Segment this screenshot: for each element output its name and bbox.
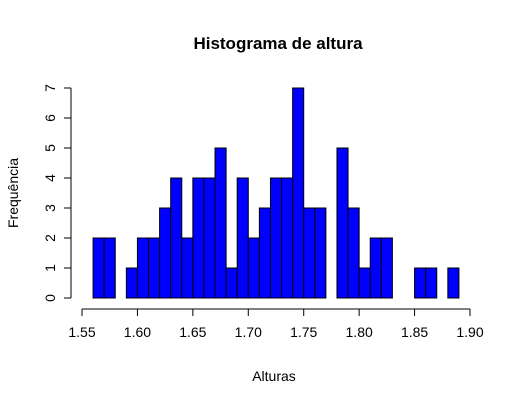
histogram-bar: [203, 177, 216, 299]
y-tick-label: 2: [42, 234, 58, 242]
histogram-bar: [258, 207, 271, 299]
histogram-bar: [192, 177, 205, 299]
y-tick-label: 4: [42, 174, 58, 182]
x-tick-label: 1.80: [346, 324, 373, 340]
histogram-bar: [170, 177, 183, 299]
histogram-bar: [247, 237, 260, 299]
histogram-bar: [125, 267, 138, 299]
y-tick-label: 6: [42, 114, 58, 122]
histogram-bar: [347, 207, 360, 299]
y-tick-label: 7: [42, 84, 58, 92]
x-tick-label: 1.65: [179, 324, 206, 340]
x-axis-label: Alturas: [252, 368, 296, 384]
histogram-bar: [136, 237, 150, 299]
y-ticks-group: 0 1 2 3 4 5 6 7: [42, 84, 71, 302]
x-tick-label: 1.55: [68, 324, 95, 340]
histogram-bar: [281, 177, 294, 299]
x-tick-label: 1.70: [235, 324, 262, 340]
histogram-bar: [214, 147, 227, 299]
x-tick-label: 1.85: [401, 324, 428, 340]
y-tick-label: 1: [42, 264, 58, 272]
y-tick-label: 0: [42, 294, 58, 302]
histogram-bar: [314, 207, 327, 299]
histogram-bar: [425, 267, 438, 299]
histogram-bar: [292, 87, 305, 299]
histogram-bar: [303, 207, 316, 299]
histogram-bar: [236, 177, 249, 299]
y-axis-label: Frequência: [5, 158, 21, 228]
histogram-bar: [336, 147, 349, 299]
histogram-bar: [269, 177, 283, 299]
bars-group: [92, 87, 460, 299]
histogram-bar: [414, 267, 427, 299]
y-tick-label: 5: [42, 144, 58, 152]
x-tick-label: 1.90: [456, 324, 483, 340]
x-ticks-group: 1.55 1.60 1.65 1.70 1.75 1.80 1.85 1.90: [68, 309, 484, 340]
histogram-bar: [358, 267, 371, 299]
chart-title: Histograma de altura: [193, 34, 363, 53]
histogram-bar: [181, 237, 194, 299]
histogram-bar: [148, 237, 161, 299]
y-tick-label: 3: [42, 204, 58, 212]
x-tick-label: 1.75: [290, 324, 317, 340]
histogram-bar: [103, 237, 116, 299]
x-tick-label: 1.60: [124, 324, 151, 340]
histogram-bar: [380, 237, 393, 299]
histogram-bar: [447, 267, 460, 299]
histogram-bar: [92, 237, 105, 299]
histogram-bar: [369, 237, 382, 299]
histogram-bar: [159, 207, 172, 299]
histogram-bar: [225, 267, 238, 299]
